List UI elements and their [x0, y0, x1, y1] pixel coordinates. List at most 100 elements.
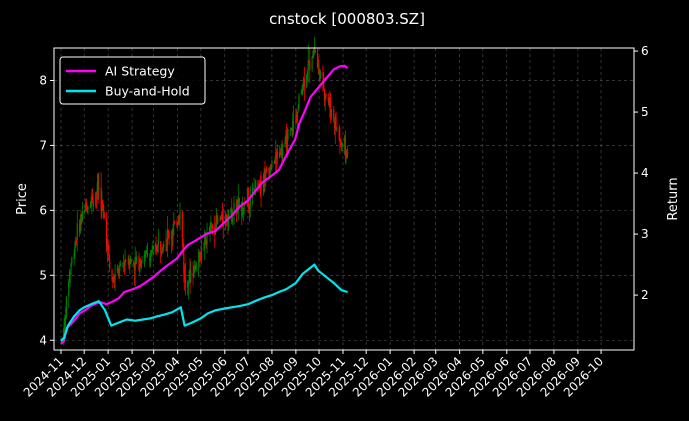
- y-tick-label-right: 5: [641, 105, 649, 119]
- candle-body: [118, 269, 120, 273]
- candle-body: [237, 202, 239, 209]
- candle-body: [279, 152, 281, 158]
- candle-body: [318, 68, 320, 70]
- candle-body: [265, 170, 267, 182]
- candle-body: [189, 271, 191, 282]
- candle-body: [220, 217, 222, 220]
- candle-body: [85, 201, 87, 211]
- y-tick-label-right: 3: [641, 227, 649, 241]
- candle-body: [173, 221, 175, 227]
- candle-body: [70, 264, 72, 271]
- candle-body: [133, 262, 135, 264]
- y-tick-label-right: 6: [641, 44, 649, 58]
- candle-body: [300, 91, 302, 95]
- legend: AI Strategy Buy-and-Hold: [59, 56, 206, 105]
- candle-body: [117, 269, 119, 270]
- candle-body: [339, 137, 341, 141]
- candle-body: [184, 277, 186, 284]
- candle-body: [187, 281, 190, 286]
- candle-body: [183, 253, 185, 274]
- candle-body: [150, 253, 152, 263]
- series-line-buy-and-hold: [60, 263, 348, 342]
- candle-body: [135, 257, 137, 262]
- candle-body: [68, 281, 70, 297]
- candle-body: [122, 263, 124, 265]
- candle-body: [316, 52, 319, 68]
- candle-body: [78, 223, 81, 233]
- candle-body: [265, 168, 268, 170]
- candle-body: [152, 246, 154, 251]
- candle-body: [336, 128, 338, 130]
- candle-body: [122, 262, 125, 264]
- candle-body: [194, 265, 197, 269]
- candle-body: [290, 127, 292, 129]
- candle-body: [166, 243, 168, 245]
- candle-body: [308, 60, 310, 63]
- candle-body: [253, 188, 255, 190]
- candle-body: [95, 193, 98, 195]
- candle-body: [163, 243, 165, 248]
- candle-body: [230, 208, 232, 214]
- candle-body: [119, 264, 122, 265]
- chart-title: cnstock [000803.SZ]: [269, 10, 425, 28]
- candle-body: [306, 71, 309, 76]
- candle-body: [91, 193, 93, 201]
- candle-body: [243, 202, 245, 211]
- candle-body: [330, 108, 332, 117]
- candle-body: [86, 207, 88, 211]
- candle-body: [124, 261, 126, 266]
- candle-body: [249, 199, 251, 207]
- axes-frame: [53, 47, 635, 351]
- candle-body: [292, 121, 295, 123]
- candle-body: [199, 252, 201, 258]
- candle-body: [160, 241, 162, 252]
- candle-body: [179, 211, 181, 220]
- candle-body: [311, 56, 313, 70]
- candle-body: [112, 276, 115, 283]
- candle-body: [273, 162, 275, 164]
- candle-body: [303, 79, 305, 88]
- candle-body: [112, 280, 114, 282]
- candle-body: [306, 74, 308, 87]
- candle-body: [216, 216, 218, 221]
- candle-body: [286, 131, 288, 151]
- candle-body: [75, 239, 78, 241]
- candle-body: [105, 218, 108, 250]
- candle-body: [231, 215, 234, 222]
- y-axis-label-left: Price: [15, 183, 30, 215]
- candle-body: [289, 128, 292, 130]
- candle-body: [208, 230, 210, 233]
- candle-body: [76, 223, 78, 239]
- candle-body: [127, 260, 129, 262]
- candle-body: [103, 213, 105, 219]
- candle-body: [217, 218, 219, 223]
- candle-body: [154, 244, 156, 247]
- candle-body: [111, 270, 113, 280]
- candle-body: [210, 225, 212, 228]
- candle-body: [228, 213, 230, 227]
- candle-body: [143, 254, 146, 260]
- candle-body: [282, 147, 284, 156]
- candle-body: [129, 264, 131, 269]
- candle-body: [343, 137, 346, 144]
- candle-body: [322, 72, 324, 75]
- candle-body: [309, 61, 311, 71]
- candle-body: [128, 260, 130, 268]
- candle-body: [298, 95, 300, 106]
- y-tick-label-left: 4: [39, 333, 47, 347]
- candle-body: [286, 134, 288, 152]
- candle-body: [302, 77, 305, 86]
- candle-body: [176, 222, 178, 226]
- candle-body: [138, 255, 140, 271]
- candle-body: [268, 168, 270, 169]
- candle-body: [346, 151, 348, 157]
- candle-body: [257, 180, 259, 187]
- candle-body: [307, 60, 309, 71]
- candle-body: [204, 233, 207, 241]
- candle-body: [241, 210, 244, 215]
- y-tick-label-left: 8: [39, 73, 47, 87]
- candle-body: [313, 50, 315, 56]
- candle-body: [98, 187, 100, 191]
- candle-body: [302, 86, 304, 93]
